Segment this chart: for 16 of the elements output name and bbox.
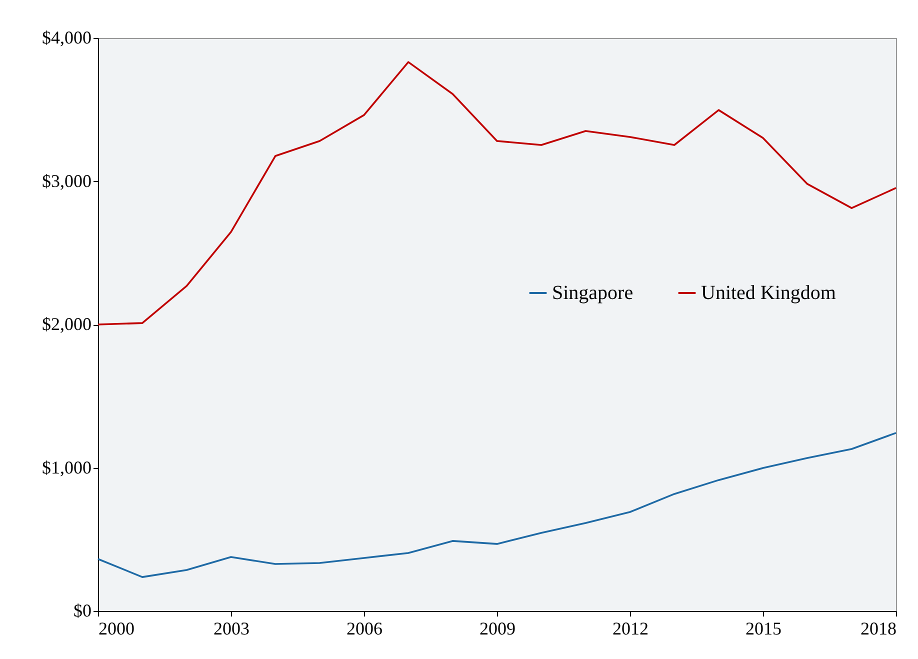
x-tick-label: 2006 bbox=[346, 618, 382, 638]
y-tick-label: $1,000 bbox=[42, 457, 92, 478]
line-series bbox=[97, 432, 897, 578]
legend-label: United Kingdom bbox=[701, 282, 836, 304]
y-tick-label: $4,000 bbox=[42, 28, 92, 48]
x-tick-label: 2000 bbox=[98, 618, 134, 638]
x-tick-label: 2003 bbox=[214, 618, 250, 638]
x-tick-label: 2015 bbox=[746, 618, 782, 638]
line-series bbox=[97, 61, 897, 326]
y-tick-label: $2,000 bbox=[42, 314, 92, 334]
x-tick-label: 2009 bbox=[480, 618, 516, 638]
x-tick-label: 2012 bbox=[612, 618, 648, 638]
y-tick-label: $3,000 bbox=[42, 170, 92, 191]
legend-label: Singapore bbox=[552, 282, 634, 304]
x-tick-label: 2018 bbox=[860, 618, 896, 638]
y-tick-label: $0 bbox=[74, 600, 92, 620]
